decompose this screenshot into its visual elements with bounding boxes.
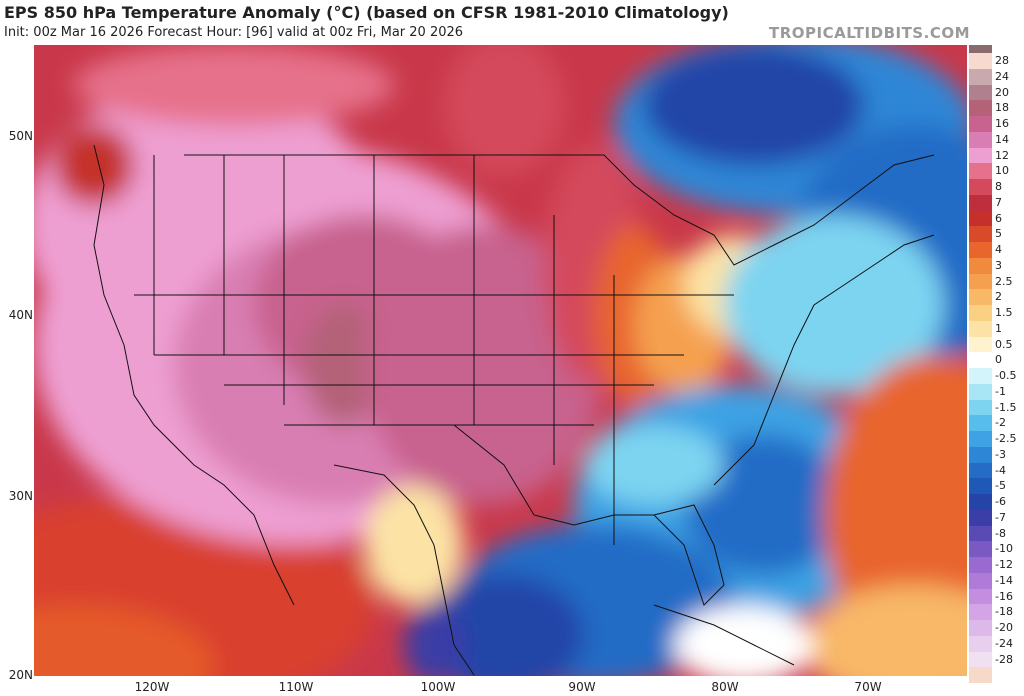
colorbar-label: -0.5 [995, 369, 1017, 382]
colorbar-label: 20 [995, 85, 1009, 99]
colorbar-swatch: -2 [969, 415, 1006, 431]
colorbar-label: 12 [995, 148, 1009, 162]
colorbar-swatch: -4 [969, 462, 1006, 479]
lat-label-30n: 30N [8, 489, 33, 503]
colorbar-swatch: 18 [969, 100, 1009, 116]
colorbar-swatch: 0 [969, 352, 1002, 368]
colorbar-label: 18 [995, 101, 1009, 115]
colorbar-label: -2.5 [995, 432, 1017, 445]
anomaly-field [34, 45, 967, 676]
colorbar-swatch: 6 [969, 210, 1002, 227]
colorbar-swatch: -1 [969, 383, 1006, 400]
lon-label-90w: 90W [568, 680, 596, 694]
lat-label-40n: 40N [8, 308, 33, 322]
colorbar-label: -12 [995, 558, 1013, 571]
colorbar-label: 5 [995, 227, 1002, 241]
colorbar-swatch: 7 [969, 194, 1002, 211]
watermark: TROPICALTIDBITS.COM [769, 24, 970, 42]
map-title: EPS 850 hPa Temperature Anomaly (°C) (ba… [4, 3, 729, 22]
colorbar-swatch: 2 [969, 289, 1002, 305]
colorbar-label: 4 [995, 243, 1002, 256]
colorbar-swatch: 5 [969, 226, 1002, 242]
colorbar-swatch: -20 [969, 620, 1013, 636]
colorbar-label: -8 [995, 526, 1006, 540]
colorbar-swatch: -0.5 [969, 368, 1016, 384]
map-subtitle: Init: 00z Mar 16 2026 Forecast Hour: [96… [4, 25, 464, 40]
lon-label-70w: 70W [854, 680, 882, 694]
lon-label-120w: 120W [134, 680, 170, 694]
colorbar-label: -4 [995, 463, 1006, 477]
colorbar-label: 8 [995, 180, 1002, 193]
colorbar-label: 1 [995, 321, 1002, 335]
lat-label-50n: 50N [8, 129, 33, 143]
lon-label-100w: 100W [420, 680, 456, 694]
colorbar-label: 6 [995, 211, 1002, 225]
colorbar-swatch: -7 [969, 509, 1006, 526]
colorbar-swatch: 16 [969, 116, 1009, 132]
colorbar-swatch: -14 [969, 572, 1013, 589]
colorbar-label: 0 [995, 353, 1002, 367]
colorbar-swatch: -3 [969, 446, 1006, 463]
colorbar-swatch: -18 [969, 604, 1013, 620]
colorbar-swatch: 28 [969, 53, 1009, 69]
colorbar-label: -6 [995, 495, 1006, 508]
colorbar-label: 28 [995, 54, 1009, 67]
colorbar-swatch: -5 [969, 478, 1006, 494]
colorbar-label: 0.5 [995, 337, 1013, 351]
colorbar-swatch: 2.5 [969, 273, 1013, 290]
colorbar-swatch: -10 [969, 541, 1013, 557]
colorbar-label: 1.5 [995, 306, 1013, 319]
colorbar-swatch: 24 [969, 68, 1009, 85]
colorbar-label: -14 [995, 573, 1013, 587]
colorbar-swatch: -8 [969, 525, 1006, 542]
colorbar-label: 7 [995, 195, 1002, 209]
colorbar-swatch: 12 [969, 147, 1009, 164]
colorbar-swatch: 4 [969, 242, 1002, 258]
colorbar-swatch: 1 [969, 320, 1002, 337]
lon-label-80w: 80W [711, 680, 739, 694]
colorbar-label: -10 [995, 542, 1013, 556]
colorbar-swatch: 3 [969, 257, 1002, 274]
colorbar-swatch: -6 [969, 494, 1006, 510]
colorbar-label: -18 [995, 605, 1013, 619]
lat-label-20n: 20N [8, 668, 33, 682]
lon-label-110w: 110W [278, 680, 314, 694]
colorbar-swatch: 8 [969, 179, 1002, 195]
colorbar-swatch: -2.5 [969, 431, 1016, 447]
colorbar-label: -2 [995, 416, 1006, 430]
colorbar-label: -28 [995, 652, 1013, 666]
colorbar-top-cap [969, 45, 992, 53]
colorbar-swatch: -16 [969, 588, 1013, 605]
colorbar-label: -24 [995, 636, 1013, 650]
colorbar-swatch [969, 667, 992, 683]
colorbar-swatch: -24 [969, 635, 1013, 652]
anomaly-map [34, 45, 967, 676]
colorbar-swatch: 10 [969, 163, 1009, 179]
colorbar-label: -5 [995, 479, 1006, 493]
colorbar-label: -3 [995, 447, 1006, 461]
colorbar-swatch: -28 [969, 651, 1013, 668]
colorbar-label: 2.5 [995, 274, 1013, 288]
colorbar-swatch: -1.5 [969, 399, 1016, 416]
colorbar-label: -16 [995, 589, 1013, 603]
colorbar-label: -20 [995, 621, 1013, 634]
colorbar-label: 24 [995, 69, 1009, 83]
colorbar-label: 16 [995, 117, 1009, 130]
colorbar-swatch: 0.5 [969, 336, 1013, 353]
colorbar-label: 3 [995, 258, 1002, 272]
colorbar-swatch: -12 [969, 557, 1013, 573]
colorbar-label: 14 [995, 132, 1009, 146]
colorbar-label: -1 [995, 384, 1006, 398]
colorbar-swatch: 20 [969, 84, 1009, 101]
colorbar-swatch: 1.5 [969, 305, 1013, 321]
colorbar: 28 24 20 18 16 14 12 10 8 7 6 5 4 3 2.5 2 1.5 1 0.5 0 -0.5 -1… [969, 45, 1016, 683]
colorbar-swatch: 14 [969, 131, 1009, 148]
colorbar-label: -1.5 [995, 400, 1017, 414]
colorbar-label: -7 [995, 510, 1006, 524]
colorbar-label: 2 [995, 290, 1002, 304]
colorbar-label: 10 [995, 164, 1009, 178]
